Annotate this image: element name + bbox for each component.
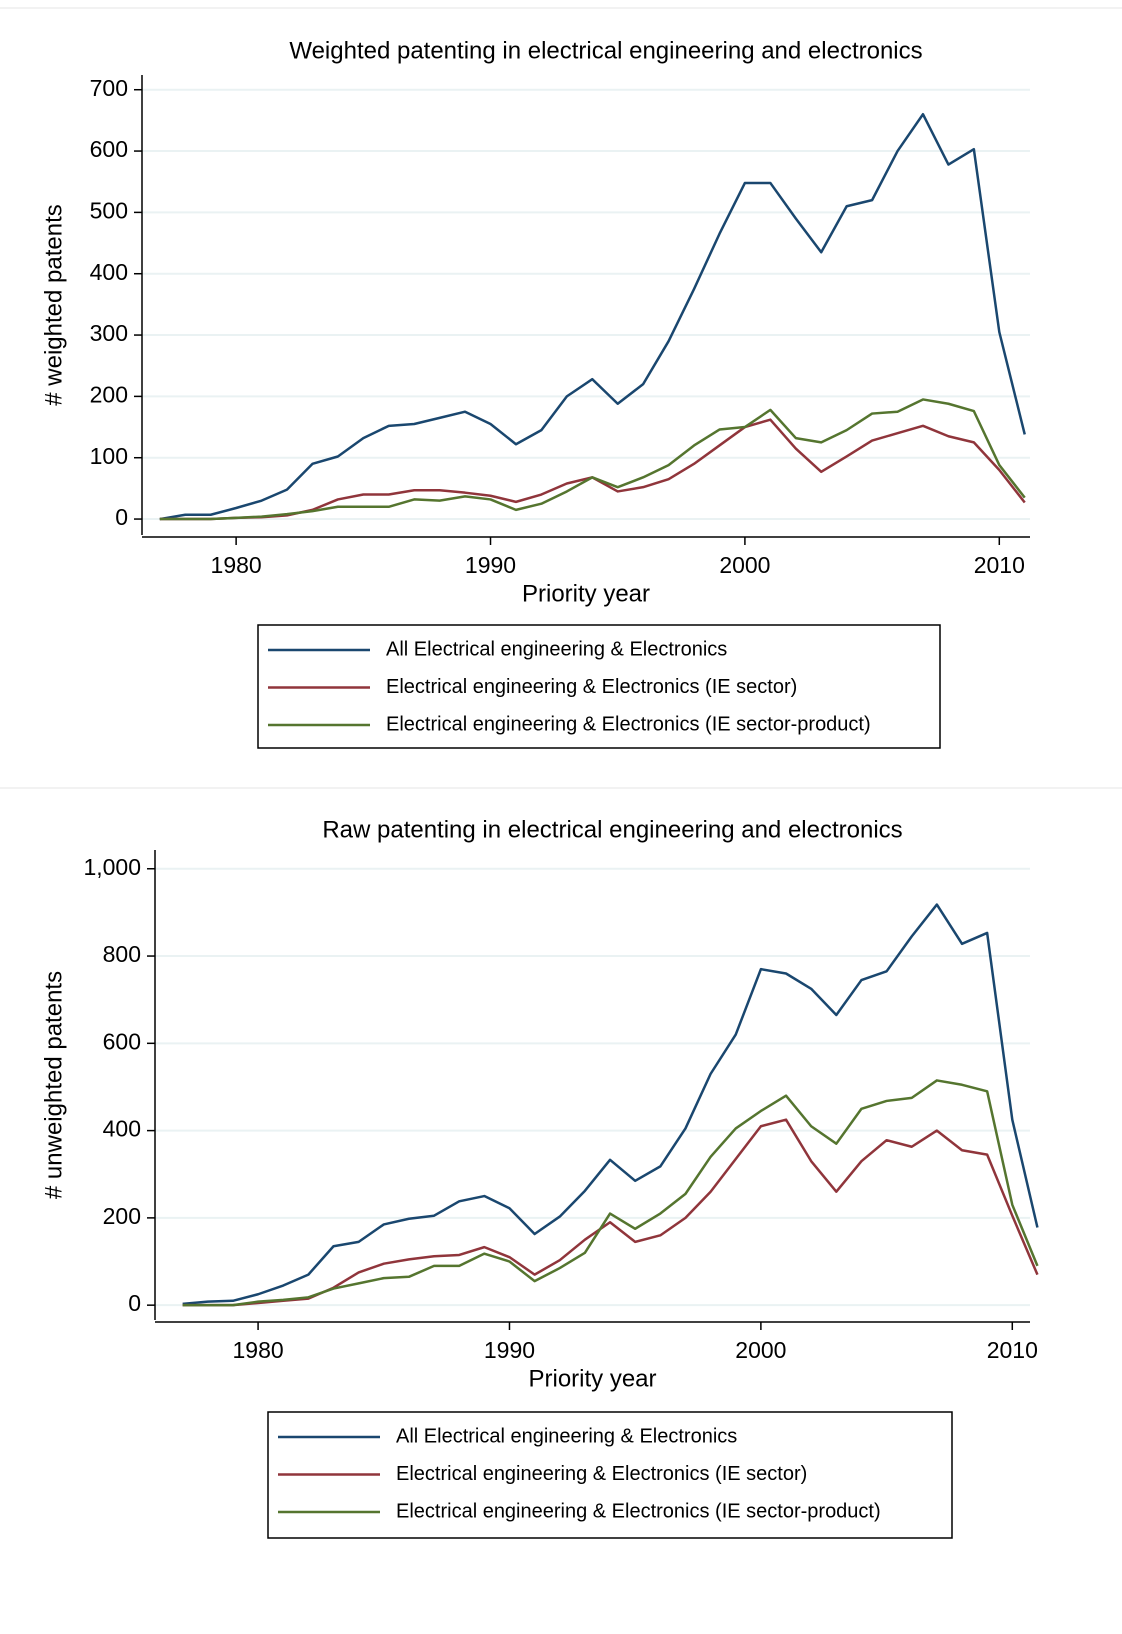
y-tick-label: 700 (90, 75, 128, 101)
y-tick-label: 800 (103, 941, 141, 967)
y-tick-label: 100 (90, 443, 128, 469)
x-tick-label: 1990 (484, 1337, 535, 1363)
x-tick-label: 2000 (719, 552, 770, 578)
legend-label: Electrical engineering & Electronics (IE… (386, 676, 797, 698)
x-tick-label: 2010 (974, 552, 1025, 578)
x-tick-label: 2010 (987, 1337, 1038, 1363)
y-axis-label: # unweighted patents (40, 971, 67, 1199)
legend-box (257, 624, 941, 749)
y-tick-label: 0 (128, 1290, 141, 1316)
y-tick-label: 200 (103, 1203, 141, 1229)
x-tick-label: 1980 (232, 1337, 283, 1363)
y-tick-label: 200 (90, 381, 128, 407)
series-line (159, 418, 1026, 521)
legend-label: All Electrical engineering & Electronics (386, 638, 727, 660)
x-axis-label: Priority year (522, 580, 650, 607)
legend-label: Electrical engineering & Electronics (IE… (396, 1500, 881, 1522)
legend-label: Electrical engineering & Electronics (IE… (396, 1463, 807, 1485)
y-tick-label: 400 (103, 1116, 141, 1142)
legend-box (267, 1411, 953, 1539)
y-tick-label: 300 (90, 320, 128, 346)
chart-title: Weighted patenting in electrical enginee… (289, 37, 922, 64)
y-tick-label: 0 (115, 504, 128, 530)
series-line (182, 1079, 1039, 1307)
x-tick-label: 2000 (735, 1337, 786, 1363)
legend-label: Electrical engineering & Electronics (IE… (386, 713, 871, 735)
series-line (182, 903, 1039, 1306)
y-axis-label: # weighted patents (40, 204, 67, 405)
y-tick-label: 400 (90, 259, 128, 285)
chart-title: Raw patenting in electrical engineering … (322, 816, 902, 843)
x-tick-label: 1980 (211, 552, 262, 578)
x-tick-label: 1990 (465, 552, 516, 578)
legend-label: All Electrical engineering & Electronics (396, 1425, 737, 1447)
y-tick-label: 600 (103, 1028, 141, 1054)
series-line (159, 398, 1026, 521)
y-tick-label: 600 (90, 136, 128, 162)
series-line (159, 113, 1026, 521)
x-axis-label: Priority year (528, 1365, 656, 1392)
y-tick-label: 500 (90, 197, 128, 223)
y-tick-label: 1,000 (83, 854, 141, 880)
